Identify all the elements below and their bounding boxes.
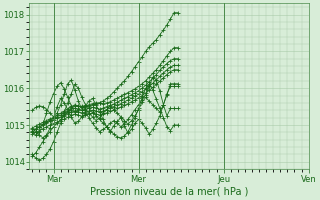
X-axis label: Pression niveau de la mer( hPa ): Pression niveau de la mer( hPa ) xyxy=(90,187,248,197)
